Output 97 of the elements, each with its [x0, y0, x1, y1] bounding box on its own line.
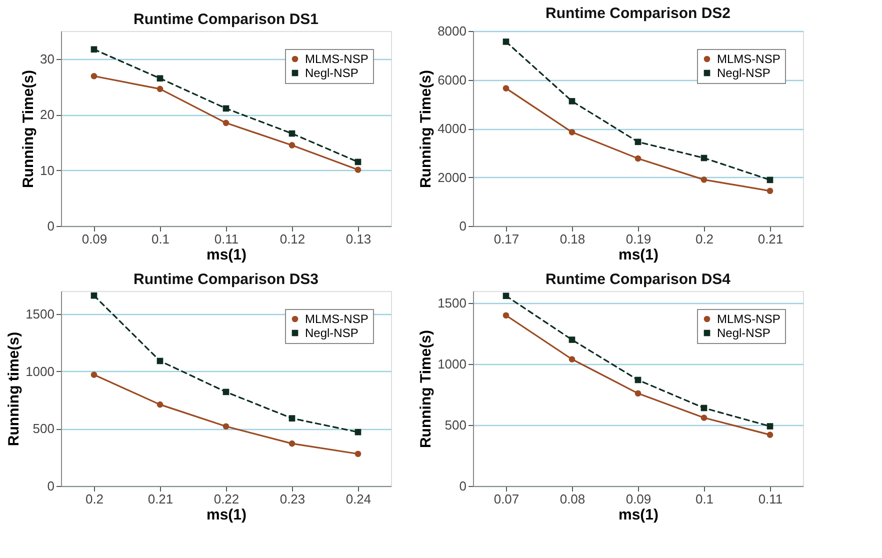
y-tick-label: 500 [32, 421, 54, 436]
x-tick-label: 0.1 [151, 232, 170, 246]
point [354, 158, 362, 166]
point [568, 356, 576, 362]
y-tick-label: 0 [459, 218, 466, 234]
x-tick-label: 0.08 [560, 492, 586, 506]
point [90, 72, 98, 80]
point [288, 130, 296, 137]
point [502, 292, 510, 300]
point [766, 188, 774, 194]
legend-label: Negl-NSP [305, 66, 358, 80]
point [568, 129, 576, 136]
point [502, 38, 510, 45]
chart-title: Runtime Comparison DS2 [545, 5, 731, 22]
point [354, 428, 362, 436]
y-axis-title: Running Time(s) [20, 70, 38, 188]
chart-title: Runtime Comparison DS4 [545, 271, 732, 288]
legend-label: MLMS-NSP [305, 312, 368, 326]
point [156, 86, 164, 92]
legend-label: Negl-NSP [717, 66, 770, 80]
point [568, 336, 576, 343]
x-tick-label: 0.09 [626, 492, 652, 506]
y-tick-label: 0 [459, 478, 466, 494]
point [700, 176, 708, 183]
y-tick-label: 0 [47, 478, 54, 494]
point [222, 388, 230, 396]
point [700, 154, 708, 162]
y-axis-title: Running time(s) [6, 332, 23, 446]
x-tick-label: 0.24 [346, 492, 372, 506]
x-tick-label: 0.22 [214, 492, 240, 506]
y-tick-label: 4000 [438, 121, 466, 136]
y-tick-label: 10 [40, 162, 54, 178]
legend-label: MLMS-NSP [717, 312, 780, 326]
x-tick-label: 0.21 [148, 492, 174, 506]
x-axis-title: ms(1) [206, 246, 247, 264]
point [502, 85, 510, 92]
y-tick-label: 0 [47, 218, 54, 234]
point [568, 98, 576, 104]
x-tick-label: 0.12 [280, 232, 306, 246]
point [222, 120, 230, 126]
point [766, 432, 774, 438]
point [90, 372, 98, 378]
x-tick-label: 0.09 [82, 232, 108, 246]
x-axis-title: ms(1) [206, 506, 247, 524]
x-axis-title: ms(1) [618, 246, 659, 264]
y-tick-label: 6000 [438, 72, 466, 88]
point [700, 414, 708, 421]
y-tick-label: 2000 [438, 170, 466, 185]
legend-label: MLMS-NSP [305, 52, 368, 66]
point [634, 376, 642, 384]
x-tick-label: 0.13 [346, 232, 372, 246]
point [222, 423, 230, 430]
y-tick-label: 1500 [438, 296, 466, 311]
point [502, 312, 510, 319]
chart-title: Runtime Comparison DS3 [133, 271, 319, 288]
point [766, 423, 774, 430]
x-tick-label: 0.07 [494, 492, 520, 506]
point [156, 75, 164, 82]
point [222, 105, 230, 112]
point [288, 415, 296, 422]
legend-label: Negl-NSP [717, 326, 770, 340]
point [634, 390, 642, 397]
x-tick-label: 0.2 [85, 492, 104, 506]
point [634, 138, 642, 146]
y-tick-label: 30 [40, 51, 54, 66]
y-axis-title: Running Time(s) [418, 70, 435, 188]
y-tick-label: 1500 [26, 306, 54, 322]
y-tick-label: 20 [40, 107, 54, 122]
x-tick-label: 0.19 [626, 232, 652, 246]
point [288, 142, 296, 148]
point [700, 404, 708, 412]
y-tick-label: 8000 [438, 24, 466, 38]
legend-label: MLMS-NSP [717, 52, 780, 66]
point [766, 176, 774, 184]
x-tick-label: 0.17 [494, 232, 520, 246]
x-tick-label: 0.2 [695, 232, 714, 246]
point [156, 358, 164, 364]
x-tick-label: 0.11 [214, 232, 239, 246]
legend-label: Negl-NSP [305, 326, 358, 340]
point [354, 166, 362, 173]
chart-title: Runtime Comparison DS1 [133, 11, 319, 28]
point [90, 292, 98, 299]
point [354, 450, 362, 458]
y-tick-label: 1000 [438, 356, 466, 372]
x-tick-label: 0.11 [758, 492, 783, 506]
x-axis-title: ms(1) [618, 506, 659, 524]
point [156, 401, 164, 408]
y-tick-label: 500 [444, 418, 466, 433]
point [288, 440, 296, 447]
x-tick-label: 0.1 [695, 492, 714, 506]
x-tick-label: 0.18 [560, 232, 586, 246]
y-axis-title: Running Time(s) [418, 330, 435, 448]
x-tick-label: 0.23 [280, 492, 306, 506]
point [634, 155, 642, 162]
x-tick-label: 0.21 [758, 232, 784, 246]
y-tick-label: 1000 [26, 364, 54, 379]
point [90, 46, 98, 53]
